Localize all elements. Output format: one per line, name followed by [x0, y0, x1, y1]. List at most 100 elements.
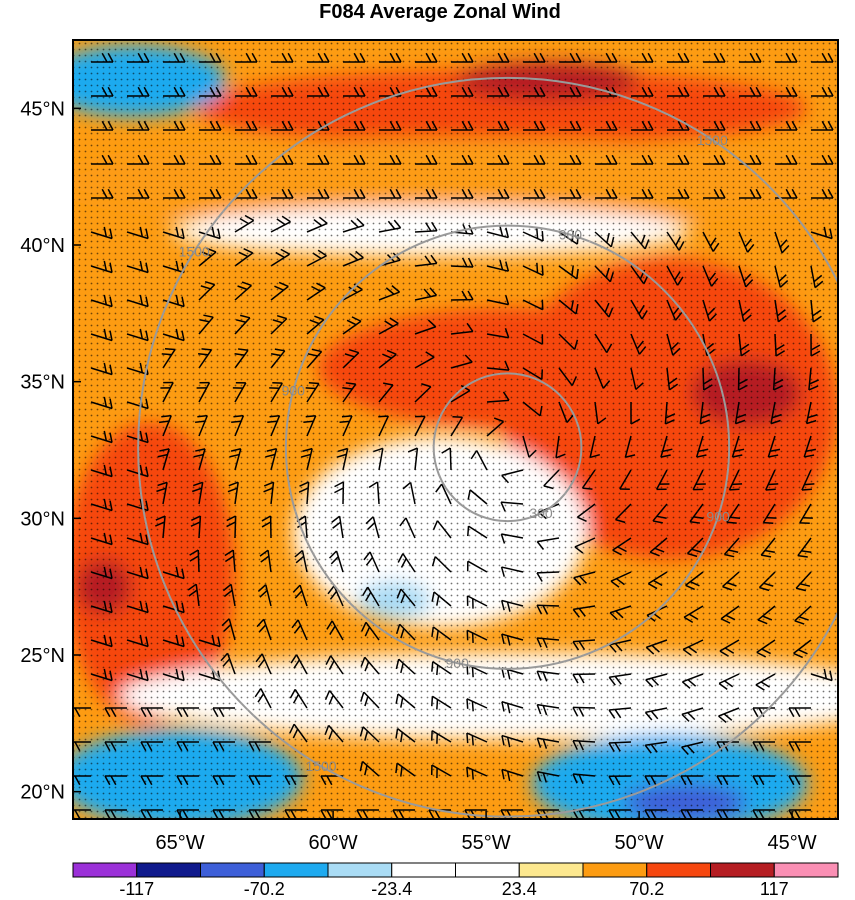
wind-barb: [608, 809, 631, 819]
wind-barb: [126, 226, 149, 240]
wind-barb: [392, 809, 415, 819]
wind-barb: [793, 639, 812, 659]
wind-barb: [140, 707, 163, 718]
wind-barb: [799, 503, 813, 525]
wind-barb: [361, 586, 380, 607]
wind-barb: [811, 52, 834, 63]
wind-barb: [91, 154, 114, 165]
lon-tick-label: 65°W: [156, 832, 205, 854]
wind-barb: [572, 605, 596, 618]
wind-barb: [644, 775, 667, 786]
lon-tick-label: 60°W: [309, 832, 358, 854]
wind-barb: [718, 673, 740, 690]
wind-barb: [666, 367, 679, 391]
range-ring-label: 900: [559, 227, 583, 243]
wind-barb: [415, 86, 438, 97]
plot-area: 300 900 900 900 900 1500 1500 1500: [73, 40, 838, 819]
wind-barb: [451, 188, 474, 199]
wind-barb: [630, 401, 641, 425]
colorbar-swatch: [710, 862, 775, 878]
wind-barb: [610, 571, 632, 588]
wind-barb: [270, 281, 289, 301]
wind-barb: [466, 629, 488, 643]
wind-barb: [324, 724, 344, 743]
wind-barb: [284, 809, 307, 819]
wind-barb: [140, 741, 163, 752]
wind-barb: [467, 525, 488, 539]
colorbar-swatch: [646, 862, 711, 878]
wind-barb: [292, 584, 308, 607]
wind-barb: [594, 231, 615, 248]
wind-barb: [609, 605, 632, 621]
wind-barb: [162, 634, 185, 648]
wind-barb: [162, 226, 185, 240]
wind-barb: [263, 481, 275, 505]
wind-barb: [788, 775, 811, 786]
wind-barb: [558, 333, 579, 350]
wind-barb: [325, 655, 344, 675]
wind-barb: [306, 348, 323, 369]
wind-barb: [261, 515, 272, 539]
wind-barb: [559, 120, 582, 131]
wind-barb: [140, 775, 163, 786]
wind-barb: [487, 120, 510, 131]
wind-barb: [379, 52, 402, 63]
wind-barb: [522, 333, 544, 345]
wind-barb: [235, 86, 258, 97]
wind-barb: [608, 741, 632, 752]
wind-barb: [430, 764, 452, 779]
wind-barb: [356, 809, 379, 819]
wind-barb: [486, 328, 510, 339]
wind-barb: [415, 188, 438, 199]
wind-barb: [664, 401, 676, 425]
wind-barb: [450, 384, 471, 403]
wind-barb: [775, 188, 798, 199]
wind-barb: [522, 228, 544, 242]
wind-barb: [255, 653, 272, 675]
wind-barb: [396, 588, 416, 607]
wind-barb: [343, 52, 366, 63]
wind-barb: [104, 741, 127, 752]
wind-barb: [90, 260, 113, 274]
colorbar-swatch: [773, 862, 839, 878]
wind-barb: [162, 668, 185, 682]
wind-barb: [739, 188, 762, 199]
wind-barb: [608, 673, 632, 686]
wind-barb: [176, 741, 199, 752]
wind-barb: [558, 265, 579, 280]
wind-barb: [630, 299, 648, 320]
wind-barb: [631, 86, 654, 97]
wind-barb: [163, 120, 186, 131]
wind-barb: [682, 639, 704, 656]
wind-barb: [162, 294, 185, 308]
wind-barb: [306, 315, 325, 335]
wind-barb: [378, 317, 399, 335]
wind-barb: [522, 401, 543, 417]
wind-barb: [655, 469, 670, 491]
wind-barb: [543, 469, 560, 490]
wind-barb: [162, 566, 185, 580]
wind-barb: [90, 634, 113, 648]
wind-barb: [559, 154, 582, 165]
wind-barb: [738, 265, 754, 288]
wind-barb: [794, 605, 812, 625]
wind-barb: [572, 673, 596, 684]
wind-barb: [235, 154, 258, 165]
range-ring-label: 300: [529, 505, 553, 521]
wind-barb: [738, 299, 752, 323]
wind-barb: [368, 481, 380, 505]
wind-barb: [681, 741, 704, 756]
wind-barb: [339, 415, 353, 437]
wind-barb: [161, 348, 176, 369]
wind-barb: [522, 367, 544, 381]
wind-barb: [649, 537, 668, 557]
lon-tick-label: 55°W: [462, 832, 511, 854]
wind-barb: [756, 639, 776, 658]
wind-barb: [234, 314, 251, 335]
colorbar-label: 70.2: [629, 879, 664, 899]
wind-barb: [294, 549, 308, 573]
wind-barb: [402, 481, 416, 505]
wind-barb: [810, 265, 824, 289]
wind-barb: [359, 760, 380, 777]
